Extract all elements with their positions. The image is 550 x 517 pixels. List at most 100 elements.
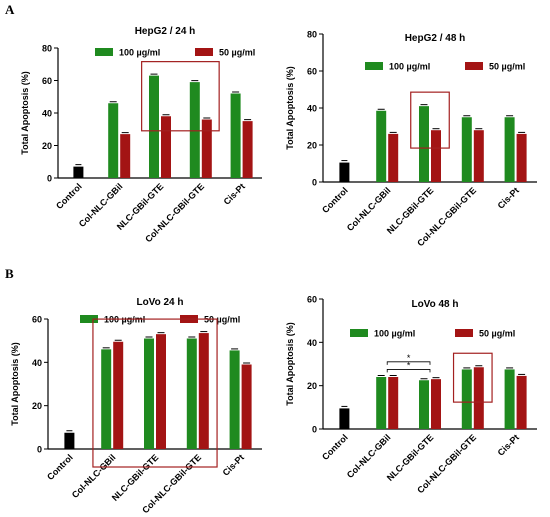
c0-legend-swatch-0 (95, 48, 113, 56)
chart-hepg2-24h: HepG2 / 24 h 0 20 40 60 80 Total Apoptosis (%)… (20, 26, 262, 244)
c1-y-axis-label: Total Apoptosis (%) (285, 66, 295, 150)
c1-highlight-box (410, 91, 450, 149)
c3-bar-50-1 (388, 377, 399, 429)
c2-bar-50-3 (198, 333, 209, 449)
c0-bar-100-4 (230, 93, 241, 178)
c1-y-tick-label: 20 (307, 141, 317, 151)
c0-bar-control (73, 166, 84, 178)
c1-y-tick-label: 80 (307, 30, 317, 40)
c3-x-tick-label-0: Control (320, 432, 350, 462)
c1-bar-50-4 (516, 133, 527, 182)
c3-x-tick-label-1: Col-NLC-GBil (345, 432, 393, 480)
c0-y-axis-label: Total Apoptosis (%) (20, 71, 30, 155)
chart-lovo-48h: LoVo 48 h 0 20 40 60 Total Apoptosis (%) 100 µ… (285, 295, 537, 495)
c0-legend-label-0: 100 µg/ml (119, 48, 160, 58)
c3-legend-label-0: 100 µg/ml (374, 329, 415, 339)
c1-chart-title: HepG2 / 48 h (405, 33, 466, 44)
c0-y-tick-label: 40 (42, 109, 52, 119)
c0-bar-50-3 (201, 119, 212, 178)
c2-highlight-box (92, 318, 218, 468)
c0-y-tick-label: 60 (42, 76, 52, 86)
c3-significance-label-0: * (407, 360, 411, 370)
c2-bar-100-2 (144, 338, 154, 449)
c2-y-tick-label: 60 (32, 315, 42, 325)
c1-x-tick-label-1: Col-NLC-GBil (345, 185, 393, 233)
panel-letter-a: A (5, 2, 15, 17)
c1-bar-50-3 (473, 130, 484, 182)
c3-y-tick-label: 40 (307, 338, 317, 348)
c0-bar-50-4 (242, 121, 253, 178)
c3-legend-swatch-0 (350, 329, 368, 337)
c3-y-axis-label: Total Apoptosis (%) (285, 322, 295, 406)
c0-bar-50-1 (120, 134, 131, 178)
c2-legend-label-1: 50 µg/ml (204, 315, 240, 325)
c3-legend-swatch-1 (455, 329, 473, 337)
c0-x-tick-label-4: Cis-Pt (222, 181, 247, 206)
c0-bar-100-1 (108, 103, 119, 178)
c1-legend-label-0: 100 µg/ml (389, 62, 430, 72)
c0-highlight-box (141, 61, 220, 132)
c3-x-tick-label-4: Cis-Pt (496, 432, 521, 457)
c2-y-axis-label: Total Apoptosis (%) (10, 342, 20, 426)
c1-bar-100-1 (376, 110, 387, 182)
c0-legend-label-1: 50 µg/ml (219, 48, 255, 58)
c3-y-tick-label: 20 (307, 381, 317, 391)
c0-chart-title: HepG2 / 24 h (135, 26, 196, 37)
c1-bar-50-1 (388, 133, 399, 182)
c1-bar-100-3 (461, 117, 472, 182)
c3-significance-bracket-1 (386, 361, 431, 365)
c1-x-tick-label-0: Control (320, 185, 350, 215)
c1-legend-swatch-1 (465, 62, 483, 70)
c2-bar-control (64, 432, 75, 449)
c0-y-tick-label: 80 (42, 44, 52, 54)
c2-y-tick-label: 20 (32, 401, 42, 411)
c2-x-tick-label-0: Control (45, 452, 75, 482)
c0-y-tick-label: 20 (42, 141, 52, 151)
c3-bar-100-1 (376, 377, 387, 429)
c3-bar-50-3 (473, 367, 484, 429)
c2-x-tick-label-1: Col-NLC-GBil (70, 452, 118, 500)
c2-chart-title: LoVo 24 h (136, 297, 183, 308)
c1-x-tick-label-4: Cis-Pt (496, 185, 521, 210)
c0-legend-swatch-1 (195, 48, 213, 56)
c0-bar-100-3 (189, 82, 200, 178)
c3-bar-50-2 (431, 379, 441, 429)
c1-legend-swatch-0 (365, 62, 383, 70)
c3-bar-100-3 (461, 369, 472, 429)
c1-bar-100-2 (419, 106, 429, 182)
c3-y-tick-label: 0 (312, 425, 317, 435)
c3-bar-100-2 (419, 380, 429, 429)
c3-highlight-box (452, 352, 493, 403)
c3-legend-label-1: 50 µg/ml (479, 329, 515, 339)
c1-y-tick-label: 60 (307, 67, 317, 77)
c0-bar-100-2 (149, 75, 159, 178)
c3-y-tick-label: 60 (307, 295, 317, 305)
chart-hepg2-48h: HepG2 / 48 h 0 20 40 60 80 Total Apoptosis (%)… (285, 30, 537, 248)
c1-bar-control (339, 162, 350, 182)
c2-legend-swatch-0 (80, 315, 98, 323)
c0-x-tick-label-0: Control (54, 181, 84, 211)
c3-bar-50-4 (516, 375, 527, 429)
c2-y-tick-label: 0 (37, 445, 42, 455)
c2-bar-100-4 (229, 350, 240, 449)
c1-bar-50-2 (431, 130, 441, 182)
c2-bar-50-1 (113, 341, 124, 449)
c3-significance-bracket-0 (386, 369, 431, 373)
c2-bar-100-1 (101, 349, 112, 449)
c1-y-tick-label: 0 (312, 178, 317, 188)
c3-bar-100-4 (504, 369, 515, 429)
c1-legend-label-1: 50 µg/ml (489, 62, 525, 72)
c1-bar-100-4 (504, 117, 515, 182)
c0-bar-50-2 (161, 116, 171, 178)
c3-chart-title: LoVo 48 h (411, 299, 458, 310)
c2-bar-50-4 (241, 364, 252, 449)
c1-y-tick-label: 40 (307, 104, 317, 114)
c2-bar-50-2 (156, 334, 166, 449)
c3-significance-label-1: * (407, 353, 411, 363)
c2-x-tick-label-4: Cis-Pt (221, 452, 246, 477)
panel-letter-b: B (5, 266, 14, 281)
c2-y-tick-label: 40 (32, 358, 42, 368)
c3-bar-control (339, 408, 350, 429)
